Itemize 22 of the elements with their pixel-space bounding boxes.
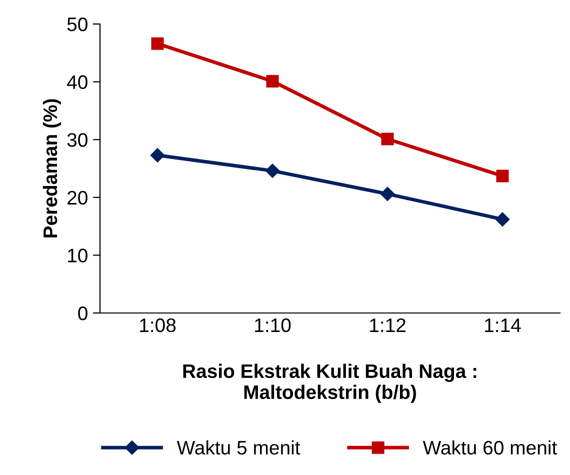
point: [150, 148, 165, 162]
x-tick-label: 1:10: [255, 318, 291, 332]
y-tick-label: 20: [68, 190, 88, 205]
x-tick-label: 1:12: [370, 318, 406, 332]
point: [151, 37, 164, 50]
point: [380, 186, 395, 202]
x-axis-title: Rasio Ekstrak Kulit Buah Naga : Maltodekstrin (b/b): [183, 364, 476, 403]
x-tick-label: 1:08: [140, 318, 176, 332]
y-tick-label: 10: [68, 248, 88, 262]
y-tick-label: 50: [67, 17, 88, 32]
legend-label: Waktu 5 menit: [176, 440, 300, 455]
y-axis-title: Peredaman (%): [42, 99, 62, 238]
point: [496, 170, 509, 182]
y-tick-label: 40: [67, 75, 88, 90]
point: [266, 74, 279, 88]
legend-label: Waktu 60 menit: [422, 440, 557, 455]
point: [265, 164, 280, 178]
point: [495, 212, 510, 226]
point: [381, 132, 394, 146]
y-tick-label: 0: [78, 306, 88, 320]
y-tick-label: 30: [67, 133, 88, 147]
x-tick-label: 1:14: [485, 318, 521, 332]
